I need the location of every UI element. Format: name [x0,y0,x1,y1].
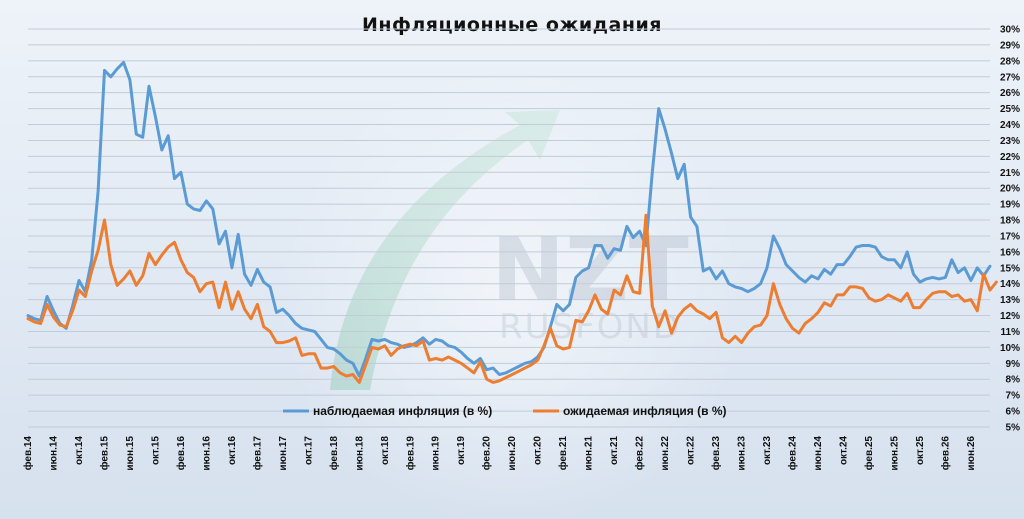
x-tick-label: июн.15 [125,436,136,471]
x-tick-label: окт.20 [533,436,544,465]
series-lines [26,60,998,384]
y-tick-label: 14% [1000,279,1020,290]
svg-text:RUSFOND: RUSFOND [499,307,681,347]
x-tick-label: фев.25 [863,436,875,471]
x-tick-label: окт.23 [762,436,773,465]
series-line-observed [26,60,992,378]
x-tick-label: окт.19 [456,436,467,465]
x-tick-label: окт.22 [686,436,697,465]
y-tick-label: 19% [1000,200,1020,211]
x-tick-label: июн.26 [966,436,977,471]
x-tick-label: июн.25 [889,436,900,471]
y-tick-label: 26% [1000,88,1020,99]
x-tick-label: фев.26 [939,436,951,471]
x-tick-label: июн.18 [354,436,365,471]
y-tick-label: 21% [1000,168,1020,179]
y-tick-label: 15% [1000,263,1020,274]
y-tick-label: 17% [1000,231,1020,242]
x-tick-label: окт.17 [303,436,314,465]
y-tick-label: 6% [1006,407,1021,418]
x-tick-label: фев.20 [481,436,493,471]
gridlines [28,28,990,428]
y-tick-label: 20% [1000,184,1020,195]
legend-label-observed: наблюдаемая инфляция (в %) [313,404,492,418]
y-tick-label: 29% [1000,40,1020,51]
y-tick-label: 9% [1006,359,1021,370]
x-tick-label: фев.17 [251,436,263,471]
x-axis-ticks: фев.14 июн.14 окт.14 фев.15 июн.15 окт.15 фев.… [22,436,977,471]
x-tick-label: фев.21 [557,436,569,471]
x-tick-label: июн.14 [48,436,59,471]
y-tick-label: 5% [1006,423,1021,434]
x-tick-label: июн.16 [201,436,212,471]
y-tick-label: 10% [1000,343,1020,354]
legend-item-observed: наблюдаемая инфляция (в %) [283,404,492,418]
x-tick-label: июн.17 [278,436,289,471]
watermark-logo: NZT RUSFOND [277,60,747,519]
x-tick-label: фев.15 [98,436,110,471]
y-tick-label: 27% [1000,72,1020,83]
y-tick-label: 25% [1000,104,1020,115]
y-tick-label: 22% [1000,152,1020,163]
x-tick-label: окт.15 [150,436,161,465]
y-tick-label: 23% [1000,136,1020,147]
legend-label-expected: ожидаемая инфляция (в %) [563,404,727,418]
y-tick-label: 18% [1000,216,1020,227]
x-tick-label: июн.22 [660,436,671,471]
chart-title: Инфляционные ожидания [362,14,662,36]
y-axis-ticks: 5% 6% 7% 8% 9% 10% 11% 12% 13% 14% 15% 16% 17% 18% 19%… [1000,25,1020,434]
x-tick-label: фев.22 [634,436,646,471]
y-tick-label: 24% [1000,120,1020,131]
y-tick-label: 16% [1000,247,1020,258]
x-tick-label: окт.24 [838,436,849,465]
x-tick-label: июн.21 [584,436,595,471]
x-tick-label: окт.14 [74,436,85,465]
y-tick-label: 8% [1006,375,1021,386]
x-tick-label: окт.18 [380,436,391,465]
legend-item-expected: ожидаемая инфляция (в %) [533,404,727,418]
x-tick-label: фев.18 [328,436,340,471]
x-tick-label: фев.19 [404,436,416,471]
x-tick-label: фев.16 [175,436,187,471]
series-line-expected [26,213,998,384]
y-tick-label: 30% [1000,25,1020,36]
y-tick-label: 11% [1001,327,1021,338]
x-tick-label: июн.24 [813,436,824,471]
legend: наблюдаемая инфляция (в %) ожидаемая инф… [283,404,727,418]
y-tick-label: 12% [1000,311,1020,322]
x-tick-label: окт.16 [227,436,238,465]
x-tick-label: фев.14 [22,436,34,471]
x-tick-label: окт.21 [609,436,620,465]
x-tick-label: фев.23 [710,436,722,471]
y-tick-label: 28% [1000,56,1020,67]
y-tick-label: 7% [1006,391,1021,402]
y-tick-label: 13% [1000,295,1020,306]
x-tick-label: июн.23 [737,436,748,471]
x-tick-label: фев.24 [787,436,799,471]
x-tick-label: июн.20 [507,436,518,471]
x-tick-label: июн.19 [431,436,442,471]
x-tick-label: окт.25 [915,436,926,465]
